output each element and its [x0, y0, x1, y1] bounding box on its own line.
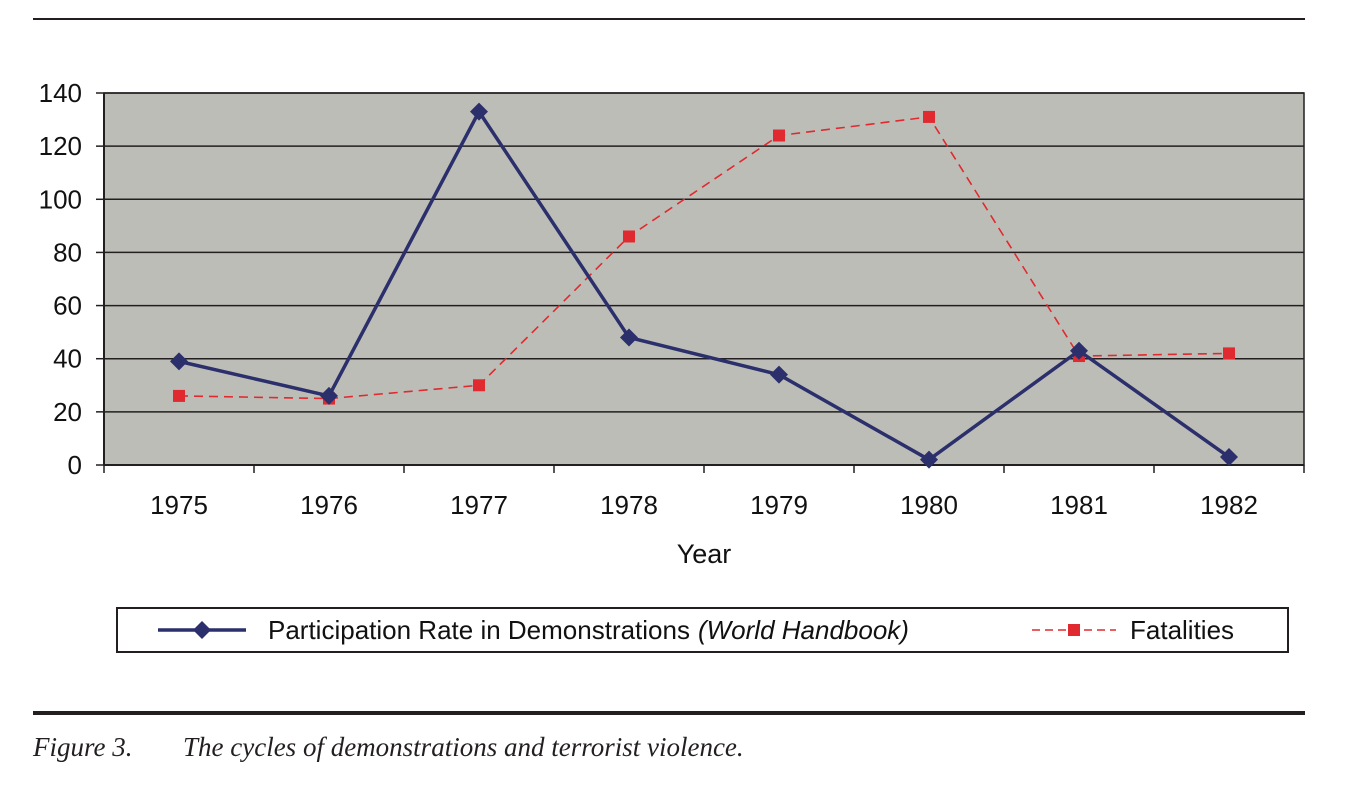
- x-tick-label: 1975: [150, 490, 208, 520]
- gridlines: [96, 92, 1304, 466]
- y-tick-label: 100: [39, 184, 82, 214]
- y-tick-label: 40: [53, 344, 82, 374]
- x-tick-label: 1979: [750, 490, 808, 520]
- data-point: [473, 379, 485, 392]
- x-tick-label: 1981: [1050, 490, 1108, 520]
- data-point: [923, 110, 935, 123]
- data-point: [1220, 448, 1238, 467]
- x-tick-label: 1978: [600, 490, 658, 520]
- plot-area: [103, 92, 1305, 466]
- series-line: [178, 116, 1230, 400]
- series-group: [170, 102, 1238, 469]
- legend-swatch-fatalities: [1032, 624, 1116, 636]
- y-tick-label: 120: [39, 131, 82, 161]
- bottom-rule: [33, 711, 1305, 715]
- x-tick-label: 1976: [300, 490, 358, 520]
- legend-label-participation-source: (World Handbook): [697, 614, 909, 645]
- series-line: [178, 109, 1231, 462]
- y-tick-label: 80: [53, 237, 82, 267]
- series-participation: [170, 102, 1238, 469]
- chart-legend: Participation Rate in Demonstrations (Wo…: [116, 607, 1289, 653]
- data-point: [320, 386, 338, 405]
- figure-caption: Figure 3. The cycles of demonstrations an…: [33, 732, 744, 763]
- legend-label-fatalities: Fatalities: [1130, 614, 1235, 645]
- data-point: [173, 389, 185, 402]
- y-tick-label: 60: [53, 291, 82, 321]
- y-tick-labels: 0 20 40 60 80 100 120 140: [39, 78, 82, 480]
- y-tick-label: 0: [68, 450, 82, 480]
- y-tick-label: 20: [53, 397, 82, 427]
- legend-item-participation: Participation Rate in Demonstrations (Wo…: [158, 609, 909, 651]
- x-tick-label: 1980: [900, 490, 958, 520]
- data-point: [770, 365, 788, 384]
- data-point: [773, 129, 785, 142]
- data-point: [470, 102, 488, 121]
- x-tick-label: 1982: [1200, 490, 1258, 520]
- legend-item-fatalities: Fatalities: [1032, 609, 1234, 651]
- x-tick-label: 1977: [450, 490, 508, 520]
- data-point: [170, 352, 188, 371]
- legend-label-participation: Participation Rate in Demonstrations: [268, 614, 690, 645]
- data-point: [920, 450, 938, 469]
- top-rule: [33, 18, 1305, 20]
- data-point: [620, 328, 638, 347]
- x-tick-labels: 1975 1976 1977 1978 1979 1980 1981 1982: [150, 490, 1258, 520]
- y-tick-label: 140: [39, 78, 82, 108]
- figure-label: Figure 3.: [33, 732, 133, 762]
- axes: [103, 93, 1305, 473]
- x-axis-label: Year: [677, 539, 732, 569]
- legend-swatch-participation: [158, 621, 246, 639]
- data-point: [623, 230, 635, 243]
- data-point: [1070, 341, 1088, 360]
- data-point: [1223, 347, 1235, 360]
- figure-caption-text: The cycles of demonstrations and terrori…: [183, 732, 744, 762]
